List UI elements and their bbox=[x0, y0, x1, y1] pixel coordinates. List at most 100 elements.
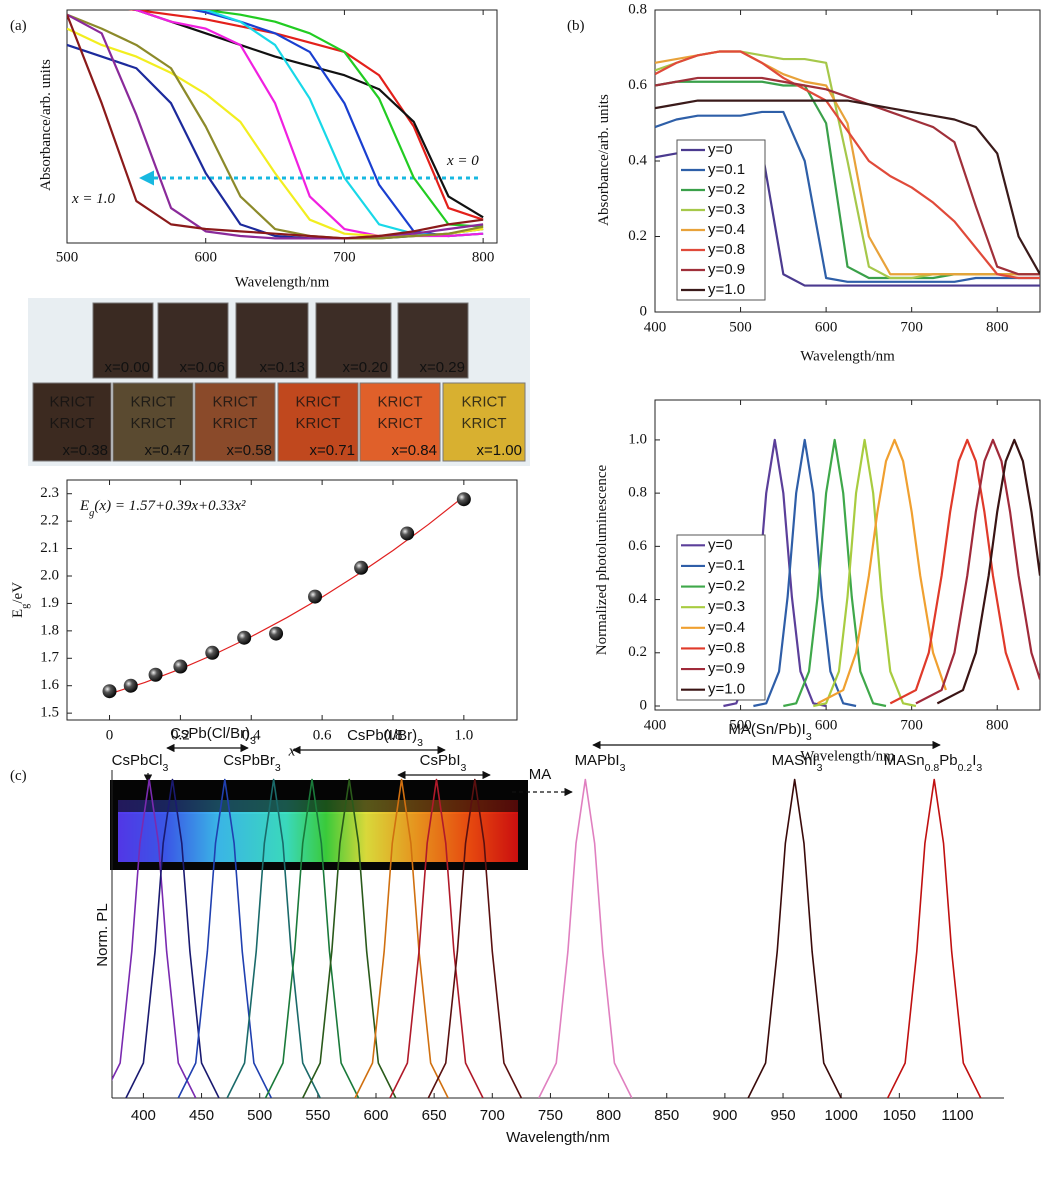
y-tick-label: 2.3 bbox=[40, 485, 59, 501]
data-line bbox=[302, 778, 397, 1098]
legend-label: y=1.0 bbox=[708, 281, 745, 298]
y-axis-label: Normalized photoluminescence bbox=[594, 464, 610, 655]
data-point bbox=[237, 630, 252, 645]
film-text: KRICT bbox=[378, 415, 423, 432]
annotation-part: 3 bbox=[620, 762, 626, 774]
data-line bbox=[67, 14, 484, 240]
film-sample bbox=[32, 382, 112, 462]
data-line bbox=[747, 778, 842, 1098]
y-axis-label: Eg/eV bbox=[10, 582, 31, 618]
y-tick-label: 0.8 bbox=[628, 1, 647, 17]
y-tick-label: 0.2 bbox=[628, 228, 647, 244]
film-sample bbox=[442, 382, 526, 462]
annotation-part: MAPbI bbox=[575, 752, 620, 769]
film-label: x=0.13 bbox=[260, 359, 305, 376]
x-tick-label: 750 bbox=[538, 1107, 563, 1124]
film-label: x=0.00 bbox=[105, 359, 150, 376]
annotation-part: MASn bbox=[884, 752, 925, 769]
legend-label: y=0 bbox=[708, 536, 733, 553]
data-line bbox=[889, 438, 1020, 705]
x-tick-label: 1.0 bbox=[454, 727, 473, 743]
film-label: x=0.38 bbox=[63, 442, 108, 459]
film-text: KRICT bbox=[462, 415, 507, 432]
x-tick-label: 500 bbox=[56, 249, 79, 265]
x-tick-label: 800 bbox=[986, 717, 1009, 733]
annotation-part: CsPbBr bbox=[223, 752, 275, 769]
data-point bbox=[102, 684, 117, 699]
annotation-part: 3 bbox=[250, 735, 256, 747]
y-tick-label: 0.6 bbox=[628, 77, 647, 93]
y-axis-label: Absorbance/arb. units bbox=[596, 94, 612, 226]
panel-label: (c) bbox=[10, 768, 27, 784]
y-tick-label: 1.9 bbox=[40, 595, 59, 611]
data-point bbox=[148, 667, 163, 682]
annotation: MASnI3 bbox=[772, 752, 823, 774]
film-sample bbox=[194, 382, 276, 462]
x-tick-label: 0.8 bbox=[384, 727, 403, 743]
data-line bbox=[67, 13, 484, 240]
annotation: CsPbCl3 bbox=[112, 752, 169, 774]
data-line bbox=[915, 438, 1040, 705]
annotation: x = 0 bbox=[446, 153, 479, 169]
annotation-part: CsPbCl bbox=[112, 752, 163, 769]
data-line bbox=[655, 50, 1040, 280]
film-label: x=0.06 bbox=[180, 359, 225, 376]
y-tick-label: 0.6 bbox=[628, 538, 647, 554]
film-text: KRICT bbox=[296, 393, 341, 410]
x-axis-label: Wavelength/nm bbox=[800, 748, 895, 764]
film-sample bbox=[359, 382, 441, 462]
data-point bbox=[269, 626, 284, 641]
x-tick-label: 600 bbox=[815, 717, 838, 733]
film-text: KRICT bbox=[296, 415, 341, 432]
annotation-part: CsPb(Cl/Br) bbox=[170, 725, 250, 742]
chart: 400 450 500 550 600 650 700 750 800 850 900 950 1000… bbox=[94, 770, 1004, 1146]
x-tick-label: 850 bbox=[654, 1107, 679, 1124]
x-axis-label: Wavelength/nm bbox=[800, 348, 895, 364]
y-tick-label: 0.4 bbox=[628, 152, 647, 168]
x-tick-label: 700 bbox=[900, 319, 923, 335]
data-point bbox=[354, 560, 369, 575]
film-text: KRICT bbox=[213, 393, 258, 410]
film-label: x=0.20 bbox=[343, 359, 388, 376]
equation-part: (x) = 1.57+0.39x+0.33x² bbox=[94, 498, 246, 514]
annotation-arrows bbox=[143, 740, 941, 797]
x-tick-label: 0.4 bbox=[242, 727, 261, 743]
data-point bbox=[205, 645, 220, 660]
x-tick-label: 700 bbox=[480, 1107, 505, 1124]
legend-label: y=0.2 bbox=[708, 181, 745, 198]
x-tick-label: 600 bbox=[194, 249, 217, 265]
x-axis-label: x bbox=[288, 743, 296, 759]
x-tick-label: 550 bbox=[305, 1107, 330, 1124]
annotation-part: 3 bbox=[461, 762, 467, 774]
annotation: CsPb(I/Br)3 bbox=[347, 727, 423, 749]
legend-label: y=0.3 bbox=[708, 201, 745, 218]
x-tick-label: 450 bbox=[189, 1107, 214, 1124]
data-point bbox=[456, 492, 471, 507]
data-line bbox=[226, 778, 321, 1098]
data-line bbox=[655, 99, 1040, 275]
x-tick-label: 500 bbox=[729, 319, 752, 335]
x-tick-label: 500 bbox=[247, 1107, 272, 1124]
data-line bbox=[67, 13, 484, 240]
x-tick-label: 400 bbox=[131, 1107, 156, 1124]
data-point bbox=[173, 659, 188, 674]
annotation: MA(Sn/Pb)I3 bbox=[728, 721, 812, 743]
annotation-part: 3 bbox=[275, 762, 281, 774]
film-text: KRICT bbox=[213, 415, 258, 432]
x-tick-label: 800 bbox=[596, 1107, 621, 1124]
legend-label: y=0.8 bbox=[708, 241, 745, 258]
x-tick-label: 1000 bbox=[824, 1107, 857, 1124]
data-line bbox=[936, 438, 1040, 705]
data-line bbox=[783, 438, 887, 708]
data-line bbox=[813, 438, 917, 708]
film-text: KRICT bbox=[50, 393, 95, 410]
legend-label: y=0.9 bbox=[708, 660, 745, 677]
annotations: CsPbCl3CsPb(Cl/Br)3CsPbBr3CsPb(I/Br)3CsP… bbox=[112, 721, 983, 783]
data-point bbox=[123, 678, 138, 693]
data-point bbox=[400, 526, 415, 541]
plot-frame bbox=[654, 399, 1041, 711]
y-tick-label: 0 bbox=[640, 303, 648, 319]
y-axis-label: Norm. PL bbox=[94, 903, 111, 966]
legend-label: y=0.2 bbox=[708, 578, 745, 595]
